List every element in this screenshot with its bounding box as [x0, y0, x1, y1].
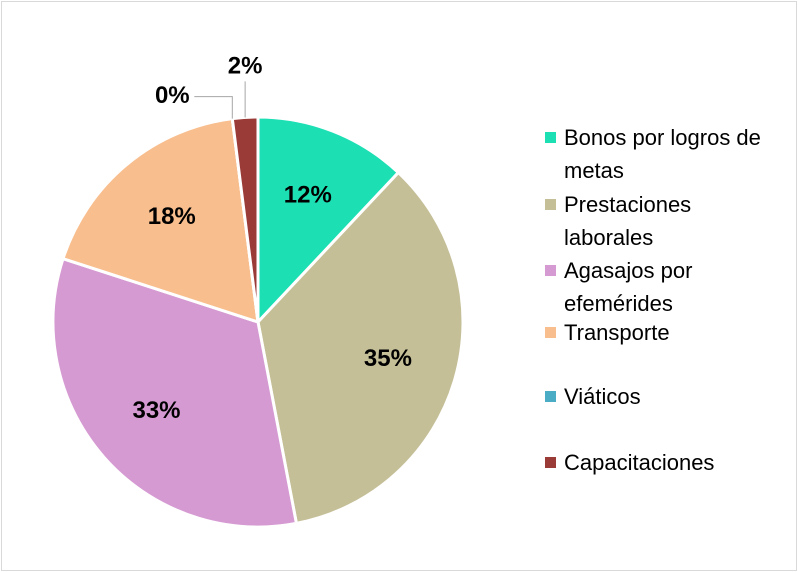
- leader-line: [194, 96, 233, 119]
- legend-swatch: [545, 457, 556, 468]
- legend-label: Capacitaciones: [564, 450, 715, 475]
- pie-slice: [256, 170, 465, 526]
- legend-swatch: [545, 327, 556, 338]
- data-label: 2%: [228, 53, 263, 80]
- legend-swatch: [545, 132, 556, 143]
- legend-item: Viáticos: [545, 380, 795, 413]
- legend-label: Agasajos por efemérides: [564, 258, 693, 316]
- legend-item: Prestaciones laborales: [545, 188, 795, 254]
- legend-swatch: [545, 391, 556, 402]
- legend-item: Agasajos por efemérides: [545, 254, 795, 320]
- data-label: 12%: [284, 182, 332, 209]
- data-label: 0%: [155, 82, 190, 109]
- legend-label: Transporte: [564, 320, 670, 345]
- pie-slice: [51, 256, 299, 529]
- legend-label: Bonos por logros de metas: [564, 125, 761, 183]
- pie-slice: [61, 116, 260, 325]
- legend-label: Prestaciones laborales: [564, 192, 692, 250]
- legend-swatch: [545, 199, 556, 210]
- data-label: 35%: [364, 345, 412, 372]
- legend-swatch: [545, 265, 556, 276]
- data-label: 33%: [132, 397, 180, 424]
- data-label: 18%: [148, 203, 196, 230]
- legend-item: Capacitaciones: [545, 446, 795, 479]
- legend-item: Bonos por logros de metas: [545, 121, 795, 187]
- pie-slice: [256, 115, 401, 326]
- legend-item: Transporte: [545, 316, 795, 349]
- legend-label: Viáticos: [564, 384, 641, 409]
